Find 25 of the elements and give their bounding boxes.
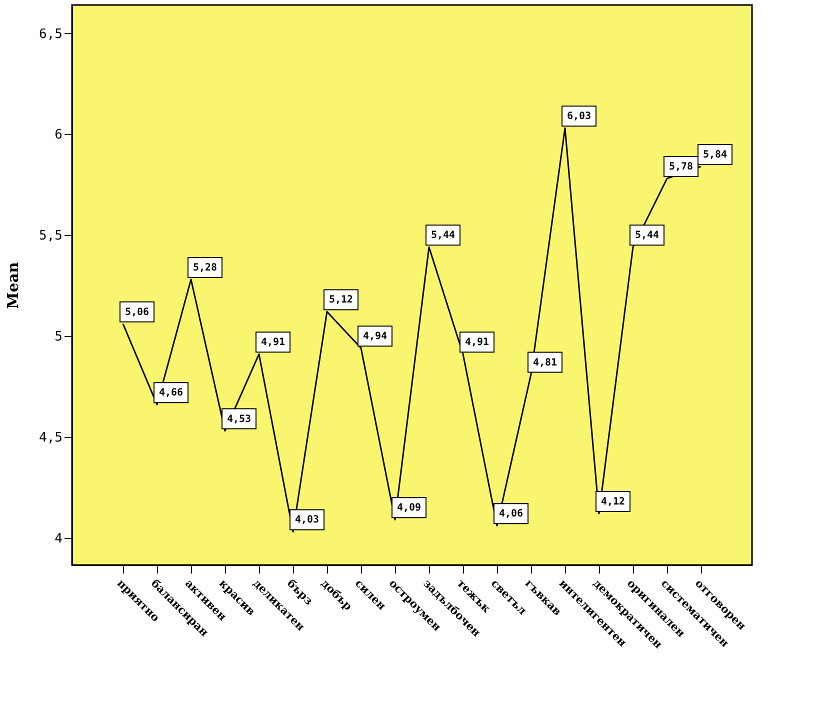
y-tick-label: 4,5 <box>39 430 62 446</box>
data-label: 4,66 <box>158 388 184 399</box>
data-label: 4,94 <box>362 331 388 342</box>
y-tick-label: 6 <box>54 128 62 143</box>
data-label: 4,91 <box>464 337 490 348</box>
y-tick-label: 5,5 <box>39 228 62 244</box>
data-label: 5,44 <box>634 230 660 242</box>
data-label: 5,44 <box>430 230 456 242</box>
y-axis-title: Mean <box>4 262 22 309</box>
data-label: 5,28 <box>192 262 218 274</box>
y-tick-label: 4 <box>54 531 63 546</box>
data-label: 5,84 <box>702 149 728 160</box>
y-tick-label: 5 <box>54 329 62 344</box>
data-label: 4,91 <box>260 337 286 348</box>
data-label: 5,06 <box>124 306 150 318</box>
data-label: 4,06 <box>498 508 524 520</box>
data-label: 4,81 <box>532 357 558 368</box>
data-label: 4,03 <box>294 514 320 526</box>
data-label: 4,09 <box>396 502 422 514</box>
data-label: 4,12 <box>600 496 626 508</box>
data-label: 6,03 <box>566 111 592 122</box>
data-label: 5,12 <box>328 294 354 306</box>
data-label: 4,53 <box>226 414 252 425</box>
y-tick-label: 6,5 <box>39 26 62 42</box>
data-label: 5,78 <box>668 162 694 173</box>
